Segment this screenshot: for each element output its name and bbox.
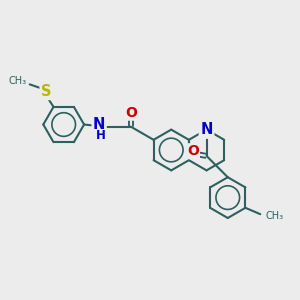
Text: N: N [93, 117, 105, 132]
Text: O: O [187, 144, 199, 158]
Text: O: O [125, 106, 137, 120]
Text: N: N [200, 122, 213, 137]
Text: CH₃: CH₃ [8, 76, 26, 86]
Text: H: H [95, 130, 105, 142]
Text: CH₃: CH₃ [266, 211, 284, 221]
Text: S: S [40, 84, 51, 99]
